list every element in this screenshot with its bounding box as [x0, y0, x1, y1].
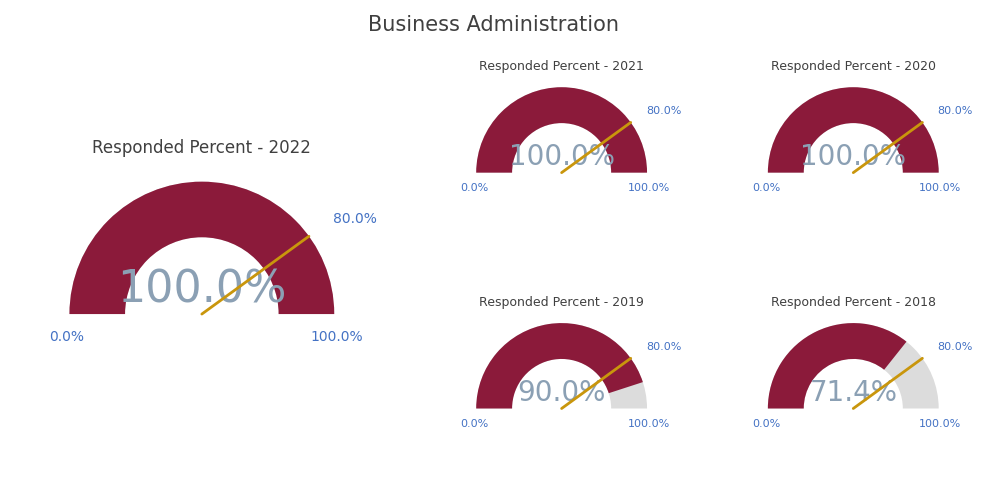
Wedge shape [475, 323, 647, 409]
Text: Responded Percent - 2019: Responded Percent - 2019 [478, 296, 644, 309]
Text: 100.0%: 100.0% [918, 183, 960, 193]
Text: Responded Percent - 2018: Responded Percent - 2018 [770, 296, 935, 309]
Text: 100.0%: 100.0% [311, 330, 363, 344]
Text: 100.0%: 100.0% [508, 143, 614, 171]
Text: 0.0%: 0.0% [751, 183, 780, 193]
Text: Responded Percent - 2022: Responded Percent - 2022 [93, 139, 311, 157]
Wedge shape [767, 323, 938, 409]
Wedge shape [767, 87, 938, 173]
Text: Responded Percent - 2020: Responded Percent - 2020 [770, 60, 935, 73]
Text: 80.0%: 80.0% [937, 106, 972, 116]
Text: 80.0%: 80.0% [645, 342, 680, 352]
Text: 100.0%: 100.0% [117, 269, 286, 312]
Text: 80.0%: 80.0% [332, 212, 376, 226]
Wedge shape [69, 182, 334, 314]
Wedge shape [767, 323, 905, 409]
Text: 0.0%: 0.0% [49, 330, 84, 344]
Text: Responded Percent - 2021: Responded Percent - 2021 [478, 60, 644, 73]
Text: 100.0%: 100.0% [627, 419, 669, 429]
Text: 100.0%: 100.0% [627, 183, 669, 193]
Wedge shape [767, 87, 938, 173]
Text: 100.0%: 100.0% [800, 143, 905, 171]
Text: 90.0%: 90.0% [517, 379, 605, 407]
Wedge shape [475, 87, 647, 173]
Text: 80.0%: 80.0% [645, 106, 680, 116]
Wedge shape [475, 323, 642, 409]
Text: 0.0%: 0.0% [459, 419, 488, 429]
Text: 80.0%: 80.0% [937, 342, 972, 352]
Text: 0.0%: 0.0% [459, 183, 488, 193]
Wedge shape [69, 182, 334, 314]
Text: 0.0%: 0.0% [751, 419, 780, 429]
Text: 71.4%: 71.4% [809, 379, 896, 407]
Text: 100.0%: 100.0% [918, 419, 960, 429]
Wedge shape [475, 87, 647, 173]
Text: Business Administration: Business Administration [368, 15, 618, 35]
